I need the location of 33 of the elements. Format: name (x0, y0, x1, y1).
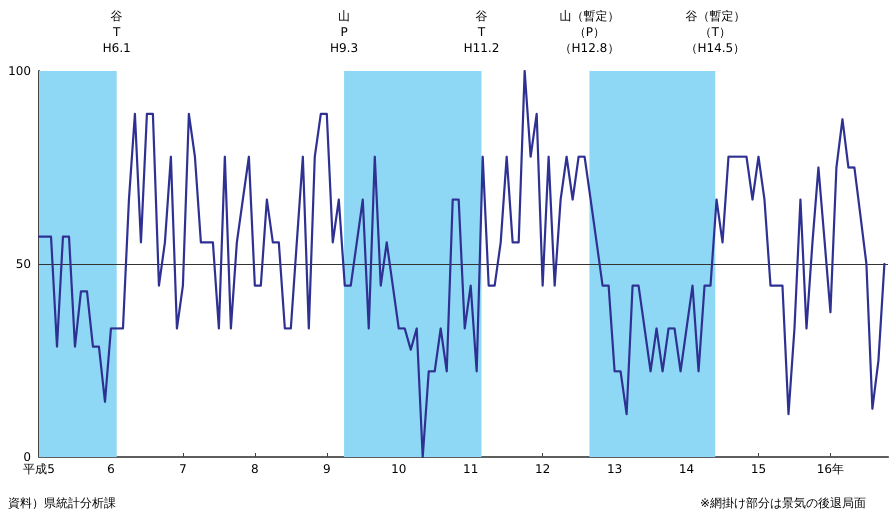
text: T (112, 25, 122, 39)
text: 谷（暫定） (685, 9, 746, 23)
text: 谷 (475, 9, 488, 23)
text: 谷 (110, 9, 123, 23)
line-series (38, 70, 886, 458)
x-tick-label: 9 (322, 462, 331, 476)
x-tick-label: 10 (391, 462, 406, 476)
text: （P） (574, 25, 606, 39)
text: P (340, 25, 348, 39)
text: 資料）県統計分析課 (8, 496, 116, 510)
x-tick-label: 8 (251, 462, 259, 476)
y-tick-label: 100 (8, 64, 31, 78)
x-tick-label: 16年 (816, 462, 844, 476)
y-tick-label: 0 (23, 450, 31, 464)
text: 山（暫定） (559, 9, 620, 23)
x-tick-label: 14 (678, 462, 694, 476)
x-tick-label: 7 (179, 462, 187, 476)
text: （H14.5） (685, 41, 746, 55)
text: H9.3 (330, 41, 358, 55)
x-tick-label: 15 (750, 462, 766, 476)
text: H11.2 (464, 41, 500, 55)
y-tick-label: 50 (16, 257, 31, 271)
x-tick-label: 12 (535, 462, 550, 476)
text: （T） (700, 25, 731, 39)
x-tick-label: 13 (606, 462, 622, 476)
text: 山 (338, 9, 350, 23)
text: T (476, 25, 486, 39)
x-tick-label: 平成5 (23, 462, 55, 476)
text: H6.1 (102, 41, 131, 55)
text: ※網掛け部分は景気の後退局面 (700, 496, 866, 510)
x-tick-label: 11 (463, 462, 478, 476)
text: （H12.8） (560, 41, 620, 55)
x-tick-label: 6 (107, 462, 115, 476)
